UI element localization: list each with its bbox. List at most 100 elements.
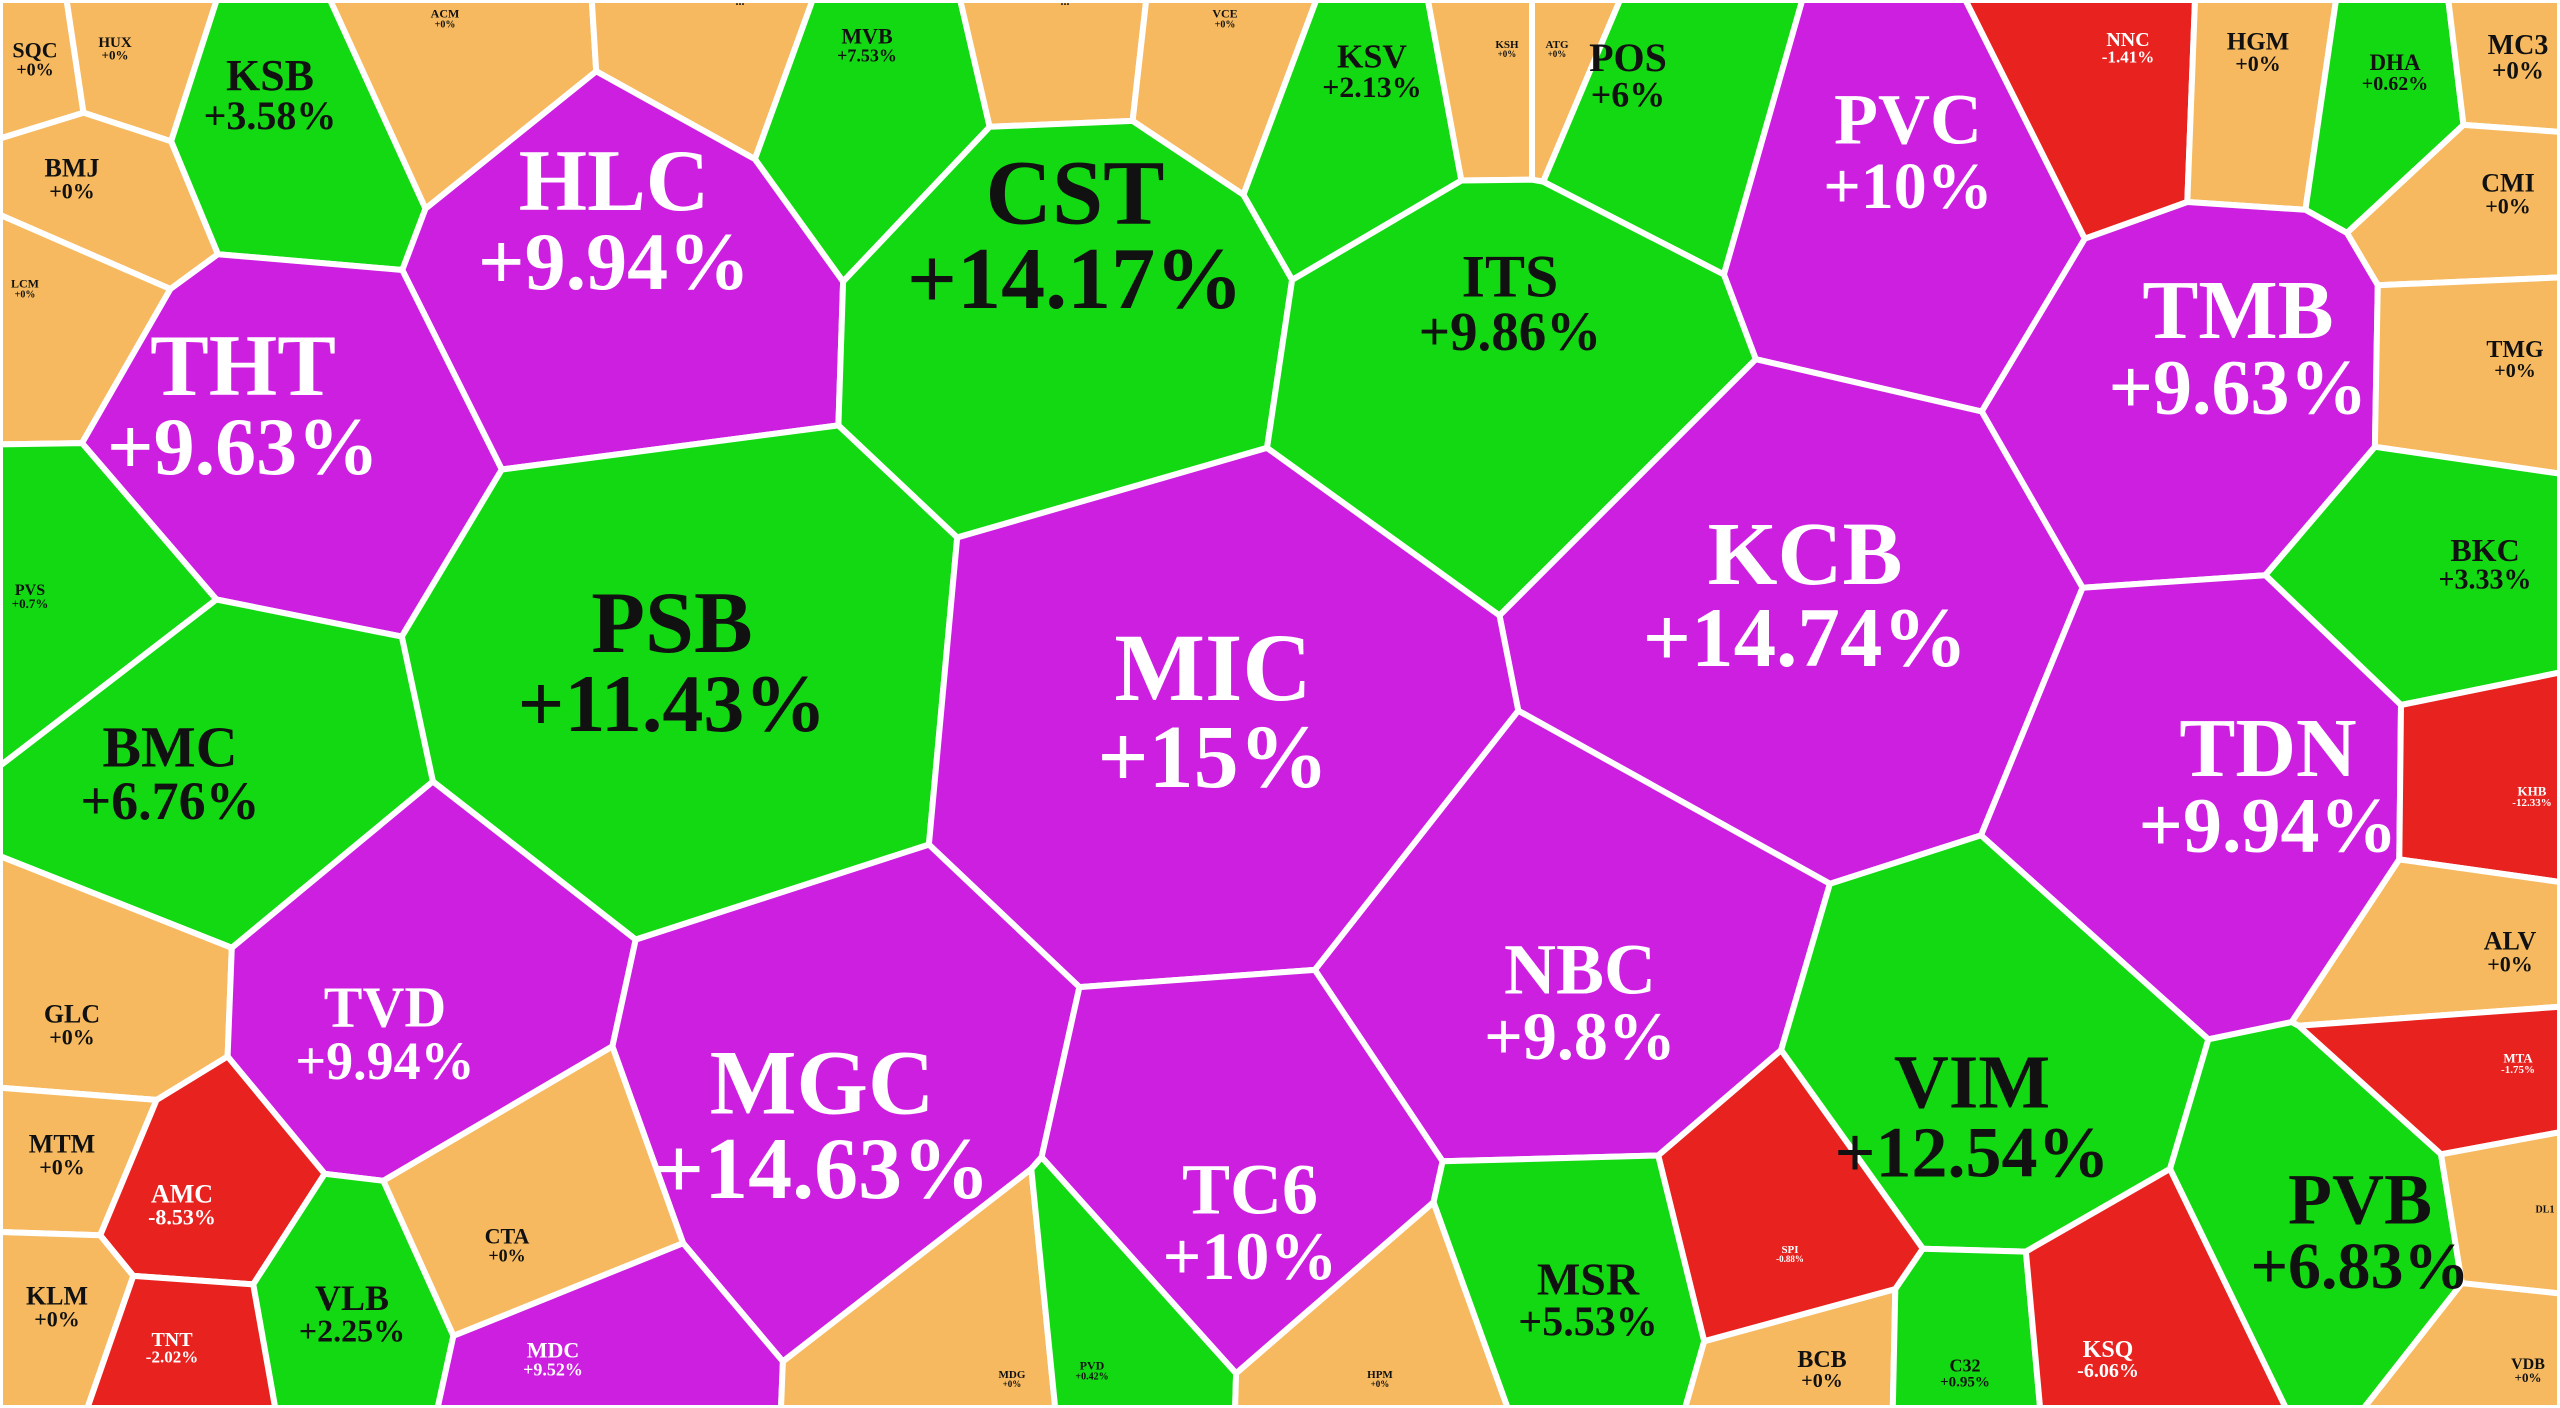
ticker-label-tvd: TVD [324,975,446,1040]
ticker-label-vce: VCE [1212,7,1237,21]
cell-shape-tnt[interactable] [84,1272,279,1408]
change-label-mic: +15% [1097,708,1328,807]
ticker-label-ksb: KSB [226,51,314,100]
ticker-label-lcm: LCM [11,277,39,291]
ticker-label-pvc: PVC [1834,80,1982,160]
ticker-label-mc3: MC3 [2488,30,2549,61]
ticker-label-mtm: MTM [29,1130,95,1159]
change-label-hpm: +0% [1371,1379,1390,1389]
change-label-ksv: +2.13% [1322,71,1422,104]
change-label-ksb: +3.58% [204,93,337,138]
change-label-khb: -12.33% [2512,797,2551,809]
heatmap-cell-khb[interactable] [2396,669,2560,885]
ticker-label-tc6: TC6 [1182,1149,1318,1229]
heatmap-cell-item-5[interactable] [957,0,1150,130]
cell-shape-hpm[interactable] [1232,1199,1511,1408]
change-label-acm: +0% [435,20,456,31]
change-label-pvs: +0.7% [12,596,49,611]
change-label-vlb: +2.25% [299,1312,405,1348]
heatmap-cell-tnt[interactable] [84,1272,279,1408]
ticker-label-mdc: MDC [527,1338,580,1363]
ticker-label-mic: MIC [1114,614,1311,721]
change-label-tvd: +9.94% [295,1031,474,1091]
cell-shape-khb[interactable] [2396,669,2560,885]
change-label-tmb: +9.63% [2109,343,2368,430]
ticker-label-alv: ALV [2484,927,2537,956]
cell-shape-item-5[interactable] [957,0,1150,130]
change-label-kcb: +14.74% [1643,591,1968,685]
change-label-mdc: +9.52% [523,1360,583,1380]
ticker-label-vim: VIM [1894,1040,2050,1124]
ticker-label-ksh: KSH [1495,39,1519,51]
ticker-label-cst: CST [986,141,1165,243]
ticker-label-bkc: BKC [2450,532,2519,568]
ticker-label-bcb: BCB [1797,1347,1846,1373]
change-label-ksq: -6.06% [2077,1360,2139,1382]
heatmap-cell-vdb[interactable] [2360,1280,2560,1408]
change-label-c32: +0.95% [1940,1374,1990,1390]
change-label-mc3: +0% [2492,57,2544,84]
change-label-mtm: +0% [39,1154,85,1179]
change-label-bmj: +0% [49,178,95,203]
ticker-label-bmj: BMJ [45,154,100,183]
change-label-vdb: +0% [2515,1370,2542,1385]
change-label-ksh: +0% [1498,49,1517,59]
ticker-label-vdb: VDB [2511,1356,2545,1373]
ticker-label-nnc: NNC [2106,29,2149,51]
change-label-tht: +9.63% [107,401,379,492]
ticker-label-ksv: KSV [1337,39,1407,76]
change-label-msr: +5.53% [1518,1300,1657,1346]
heatmap-cell-mc3[interactable] [2445,0,2560,135]
ticker-label-tdn: TDN [2179,702,2356,795]
ticker-label-ksq: KSQ [2083,1337,2134,1363]
ticker-label-mdg: MDG [999,1369,1026,1381]
change-label-mgc: +14.63% [654,1121,990,1218]
change-label-pvd: +0.42% [1075,1372,1108,1383]
ticker-label-msr: MSR [1537,1254,1640,1305]
ticker-label-pvs: PVS [15,582,45,599]
change-label-mdg: +0% [1003,1379,1022,1389]
change-label-glc: +0% [49,1024,95,1049]
ticker-label-pos: POS [1589,35,1667,80]
change-label-nnc: -1.41% [2102,48,2154,67]
heatmap-cell-hpm[interactable] [1232,1199,1511,1408]
ticker-label-psb: PSB [591,575,752,672]
change-label-cmi: +0% [2485,193,2531,218]
ticker-label-khb: KHB [2518,783,2547,798]
ticker-label-tnt: TNT [151,1329,193,1351]
change-label-tc6: +10% [1163,1218,1338,1294]
change-label-klm: +0% [34,1306,80,1331]
change-label-bkc: +3.33% [2439,565,2532,596]
ticker-label-spi: SPI [1781,1244,1798,1256]
change-label-hux: +0% [102,48,129,63]
cell-shape-vdb[interactable] [2360,1280,2560,1408]
change-label-dha: +0.62% [2362,73,2428,95]
cell-shape-mc3[interactable] [2445,0,2560,135]
change-label-nbc: +9.8% [1484,998,1676,1074]
change-label-atg: +0% [1548,49,1567,59]
change-label-spi: -0.88% [1776,1254,1804,1264]
change-label-cta: +0% [488,1246,525,1266]
change-label-alv: +0% [2487,951,2533,976]
change-label-its: +9.86% [1419,301,1602,362]
ticker-label-mta: MTA [2503,1050,2533,1065]
change-label-psb: +11.43% [518,658,827,749]
change-label-vce: +0% [1215,20,1236,31]
ticker-label-hlc: HLC [519,133,710,230]
change-label-tnt: -2.02% [146,1348,198,1367]
ticker-label-dha: DHA [2369,50,2421,75]
ticker-label-pvd: PVD [1080,1359,1105,1373]
ticker-label-mgc: MGC [710,1031,935,1133]
ticker-label-tht: THT [150,318,336,415]
change-label-pvb: +6.83% [2250,1230,2469,1303]
ticker-label-klm: KLM [26,1282,88,1311]
ticker-label-its: ITS [1462,243,1559,309]
ticker-label-acm: ACM [431,7,460,21]
cell-shape-ksq[interactable] [2022,1165,2289,1408]
ticker-label-atg: ATG [1545,39,1568,51]
heatmap-cell-ksq[interactable] [2022,1165,2289,1408]
ticker-label-vlb: VLB [315,1278,389,1318]
ticker-label-nbc: NBC [1504,929,1656,1009]
change-label-pvc: +10% [1823,150,1993,223]
ticker-label-hux: HUX [98,35,132,51]
